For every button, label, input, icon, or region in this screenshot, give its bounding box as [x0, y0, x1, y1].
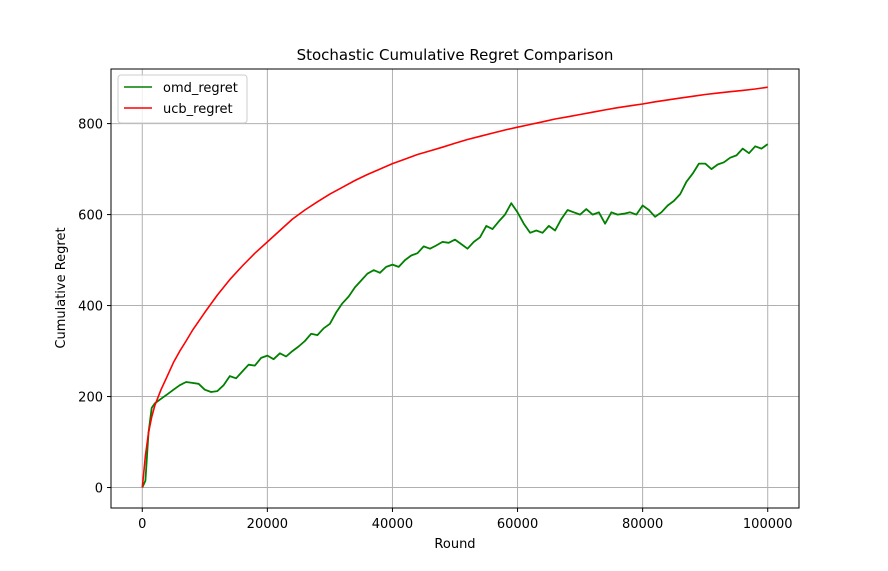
plot-frame	[110, 68, 800, 509]
grid-layer	[111, 69, 799, 508]
tick-layer: 0 20000 40000 60000 80000 100000 0 200 400 600 800	[78, 118, 792, 532]
y-tick-label: 200	[78, 391, 103, 406]
x-tick-label: 0	[138, 517, 146, 532]
x-axis-label: Round	[434, 537, 475, 552]
series-line-ucb-regret	[141, 86, 768, 488]
x-tick-label: 20000	[247, 517, 288, 532]
y-tick-label: 800	[78, 118, 103, 133]
legend-label-ucb: ucb_regret	[163, 102, 233, 117]
y-tick-label: 0	[95, 482, 103, 497]
x-tick-label: 100000	[743, 517, 793, 532]
series-line-omd-regret	[141, 143, 769, 488]
y-tick-label: 400	[78, 300, 103, 315]
legend: omd_regret ucb_regret	[117, 74, 248, 124]
x-tick-label: 60000	[497, 517, 538, 532]
x-tick-label: 40000	[372, 517, 413, 532]
y-axis-label: Cumulative Regret	[54, 227, 69, 348]
legend-label-omd: omd_regret	[163, 81, 238, 96]
x-tick-label: 80000	[622, 517, 663, 532]
y-tick-label: 600	[78, 209, 103, 224]
chart-title: Stochastic Cumulative Regret Comparison	[297, 46, 614, 64]
series-layer	[141, 86, 769, 488]
